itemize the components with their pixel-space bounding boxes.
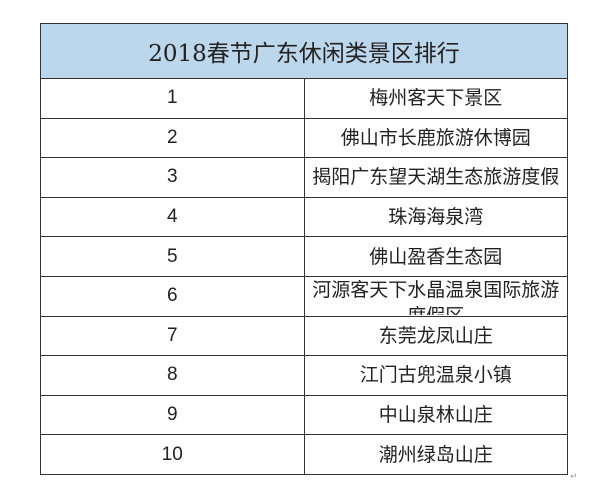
table-row: 2 佛山市长鹿旅游休博园 [40, 117, 568, 159]
scenic-spot-name: 珠海海泉湾 [388, 206, 484, 229]
scenic-spot-name: 东莞龙凤山庄 [378, 324, 493, 347]
rank-cell: 8 [40, 355, 305, 396]
scenic-spot-name: 揭阳广东望天湖生态旅游度假区 [312, 166, 560, 189]
table-row: 9 中山泉林山庄 [40, 394, 568, 436]
table-row: 10 潮州绿岛山庄 [40, 434, 568, 475]
table-row: 8 江门古兜温泉小镇 [40, 355, 568, 396]
scenic-spot-name: 河源客天下水晶温泉国际旅游度假区 [312, 279, 560, 315]
scenic-spot-cell: 梅州客天下景区 [303, 78, 568, 119]
rank-cell: 3 [40, 157, 305, 198]
scenic-spot-name: 潮州绿岛山庄 [378, 443, 493, 466]
rank-cell: 6 [40, 275, 305, 317]
scenic-spot-cell: 中山泉林山庄 [303, 394, 568, 436]
scenic-spot-cell: 佛山市长鹿旅游休博园 [303, 117, 568, 159]
ranking-table: 2018春节广东休闲类景区排行 1 梅州客天下景区 2 佛山市长鹿旅游休博园 3 揭… [40, 23, 568, 475]
scenic-spot-name: 江门古兜温泉小镇 [359, 364, 512, 387]
table-row: 3 揭阳广东望天湖生态旅游度假区 [40, 157, 568, 198]
table-title: 2018春节广东休闲类景区排行 [40, 23, 568, 79]
scenic-spot-cell: 珠海海泉湾 [303, 196, 568, 238]
rank-cell: 9 [40, 394, 305, 436]
table-row: 4 珠海海泉湾 [40, 196, 568, 238]
rank-cell: 10 [40, 434, 305, 475]
title-row: 2018春节广东休闲类景区排行 [40, 23, 568, 79]
rank-cell: 5 [40, 236, 305, 277]
table-row: 5 佛山盈香生态园 [40, 236, 568, 277]
scenic-spot-name: 佛山盈香生态园 [369, 245, 503, 268]
table-row: 7 东莞龙凤山庄 [40, 315, 568, 357]
scenic-spot-cell: 河源客天下水晶温泉国际旅游度假区 [303, 275, 568, 317]
scenic-spot-cell: 潮州绿岛山庄 [303, 434, 568, 475]
table-row: 1 梅州客天下景区 [40, 78, 568, 119]
table-row: 6 河源客天下水晶温泉国际旅游度假区 [40, 275, 568, 317]
rank-cell: 7 [40, 315, 305, 357]
rank-cell: 4 [40, 196, 305, 238]
scenic-spot-cell: 东莞龙凤山庄 [303, 315, 568, 357]
scenic-spot-cell: 佛山盈香生态园 [303, 236, 568, 277]
scenic-spot-name: 梅州客天下景区 [369, 87, 503, 110]
scenic-spot-name: 佛山市长鹿旅游休博园 [340, 126, 531, 149]
rank-cell: 2 [40, 117, 305, 159]
paragraph-mark: ↵ [570, 472, 578, 482]
rank-cell: 1 [40, 78, 305, 119]
scenic-spot-cell: 揭阳广东望天湖生态旅游度假区 [303, 157, 568, 198]
scenic-spot-name: 中山泉林山庄 [378, 404, 493, 427]
scenic-spot-cell: 江门古兜温泉小镇 [303, 355, 568, 396]
